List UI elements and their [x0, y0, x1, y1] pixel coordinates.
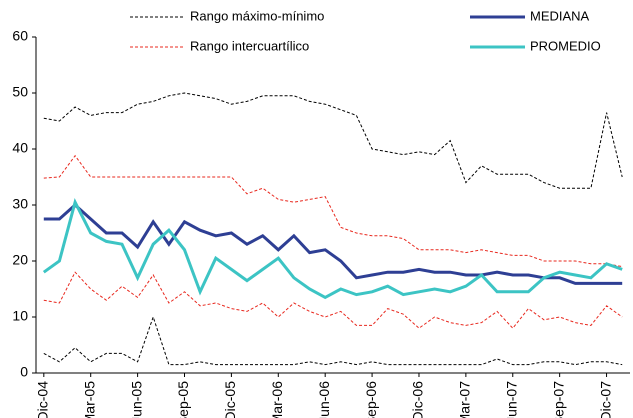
- series-line: [43, 92, 623, 189]
- y-tick-label: 40: [12, 140, 28, 156]
- y-tick-label: 10: [12, 308, 28, 324]
- legend-label: MEDIANA: [530, 8, 590, 23]
- x-tick-label: Dic-05: [222, 381, 238, 418]
- y-tick-label: 20: [12, 252, 28, 268]
- x-tick-label: Sep-05: [175, 381, 191, 418]
- series-line: [43, 315, 623, 366]
- y-tick-label: 30: [12, 196, 28, 212]
- x-tick-label: Sep-07: [550, 381, 566, 418]
- series-line: [42, 198, 623, 300]
- x-tick-label: Mar-06: [269, 381, 285, 418]
- series-line: [43, 271, 623, 329]
- x-tick-label: Dic-07: [597, 381, 613, 418]
- y-tick-label: 0: [20, 364, 28, 380]
- x-tick-label: Jun-06: [316, 381, 332, 418]
- y-tick-label: 60: [12, 28, 28, 44]
- x-tick-label: Sep-06: [363, 381, 379, 418]
- x-tick-label: Dic-06: [410, 381, 426, 418]
- legend-label: Rango intercuartílico: [190, 38, 309, 53]
- x-tick-label: Mar-07: [457, 381, 473, 418]
- x-tick-label: Mar-05: [81, 381, 97, 418]
- legend-label: PROMEDIO: [530, 38, 601, 53]
- x-tick-label: Jun-05: [128, 381, 144, 418]
- series-line: [43, 154, 623, 268]
- x-tick-label: Dic-04: [35, 381, 51, 418]
- legend-label: Rango máximo-mínimo: [190, 8, 324, 23]
- x-tick-label: Jun-07: [503, 381, 519, 418]
- series-line: [43, 202, 623, 285]
- y-tick-label: 50: [12, 84, 28, 100]
